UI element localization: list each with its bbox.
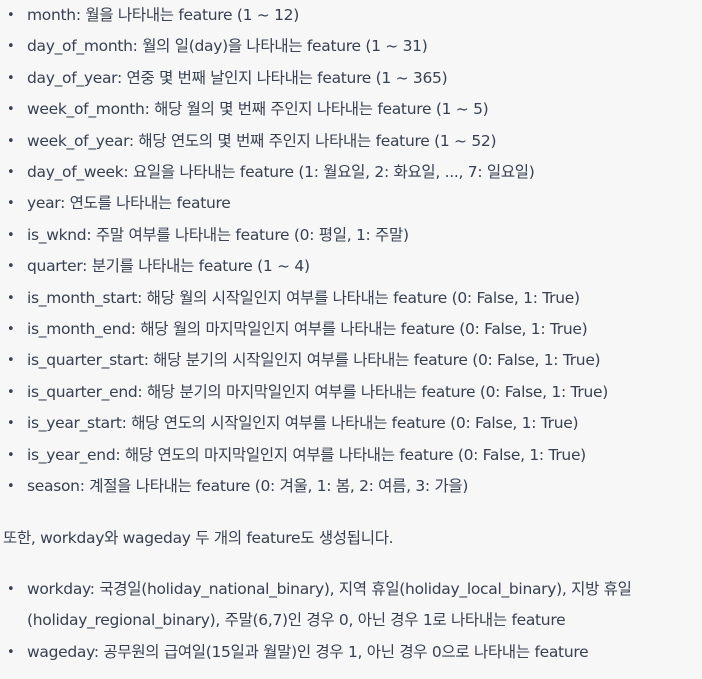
feature-term: is_quarter_start xyxy=(27,351,144,370)
feature-term: week_of_month xyxy=(27,100,145,119)
list-item: • month: 월을 나타내는 feature (1 ~ 12) xyxy=(0,0,702,31)
feature-term: day_of_month xyxy=(27,37,133,56)
feature-description: : 해당 분기의 마지막일인지 여부를 나타내는 feature (0: Fal… xyxy=(137,382,608,401)
bullet-icon: • xyxy=(7,384,15,400)
bullet-icon: • xyxy=(7,581,15,597)
feature-term: month xyxy=(27,6,76,24)
feature-description: : 국경일(holiday_national_binary), 지역 휴일(ho… xyxy=(27,579,632,630)
feature-term: day_of_year xyxy=(27,68,117,87)
feature-term: is_month_start xyxy=(27,288,138,307)
feature-term: is_wknd xyxy=(27,225,87,244)
feature-term: season xyxy=(27,477,80,496)
list-item: • is_wknd: 주말 여부를 나타내는 feature (0: 평일, 1:… xyxy=(0,220,702,251)
bullet-icon: • xyxy=(7,259,15,275)
list-item: • is_quarter_end: 해당 분기의 마지막일인지 여부를 나타내는 … xyxy=(0,377,702,408)
bullet-icon: • xyxy=(7,227,15,243)
feature-list: • month: 월을 나타내는 feature (1 ~ 12) • day_of… xyxy=(0,0,702,502)
list-item: • is_year_start: 해당 연도의 시작일인지 여부를 나타내는 fe… xyxy=(0,408,702,439)
list-item: • is_year_end: 해당 연도의 마지막일인지 여부를 나타내는 fea… xyxy=(0,440,702,471)
feature-description: : 해당 연도의 시작일인지 여부를 나타내는 feature (0: Fals… xyxy=(121,414,579,433)
feature-term: quarter xyxy=(27,257,83,276)
feature-term: is_month_end xyxy=(27,320,131,339)
feature-description: : 해당 연도의 마지막일인지 여부를 나타내는 feature (0: Fal… xyxy=(115,445,586,464)
feature-description: : 공무원의 급여일(15일과 월말)인 경우 1, 아닌 경우 0으로 나타내… xyxy=(93,642,589,661)
feature-description: : 월의 일(day)을 나타내는 feature (1 ~ 31) xyxy=(132,37,428,56)
bullet-icon: • xyxy=(7,70,15,86)
feature-description: : 계절을 나타내는 feature (0: 겨울, 1: 봄, 2: 여름, … xyxy=(79,477,469,496)
feature-description: : 요일을 나타내는 feature (1: 월요일, 2: 화요일, ...,… xyxy=(123,163,535,182)
bullet-icon: • xyxy=(7,133,15,149)
bullet-icon: • xyxy=(7,644,15,660)
feature-description: : 해당 분기의 시작일인지 여부를 나타내는 feature (0: Fals… xyxy=(143,351,601,370)
bullet-icon: • xyxy=(7,8,15,23)
feature-description: : 월을 나타내는 feature (1 ~ 12) xyxy=(75,6,299,24)
feature-description: : 주말 여부를 나타내는 feature (0: 평일, 1: 주말) xyxy=(86,225,409,244)
feature-term: is_quarter_end xyxy=(27,382,138,401)
bullet-icon: • xyxy=(7,322,15,338)
feature-description: : 해당 월의 몇 번째 주인지 나타내는 feature (1 ~ 5) xyxy=(144,100,489,119)
list-item: • season: 계절을 나타내는 feature (0: 겨울, 1: 봄, … xyxy=(0,471,702,502)
bullet-icon: • xyxy=(7,479,15,495)
list-item: • day_of_year: 연중 몇 번째 날인지 나타내는 feature (… xyxy=(0,63,702,94)
feature-description: : 해당 연도의 몇 번째 주인지 나타내는 feature (1 ~ 52) xyxy=(128,131,497,150)
list-item: • year: 연도를 나타내는 feature xyxy=(0,188,702,219)
list-item: • day_of_month: 월의 일(day)을 나타내는 feature (… xyxy=(0,31,702,62)
feature-description: : 연도를 나타내는 feature xyxy=(60,194,231,213)
list-item: • day_of_week: 요일을 나타내는 feature (1: 월요일, … xyxy=(0,157,702,188)
feature-term: week_of_year xyxy=(27,131,129,150)
feature-description: : 해당 월의 마지막일인지 여부를 나타내는 feature (0: Fals… xyxy=(130,320,588,339)
summary-paragraph: 또한, workday와 wageday 두 개의 feature도 생성됩니다… xyxy=(3,528,394,547)
bullet-icon: • xyxy=(7,290,15,306)
bullet-icon: • xyxy=(7,416,15,432)
bullet-icon: • xyxy=(7,196,15,212)
feature-term: is_year_start xyxy=(27,414,122,433)
feature-term: is_year_end xyxy=(27,445,116,464)
feature-term: year xyxy=(27,194,61,213)
feature-term: workday xyxy=(27,579,90,598)
list-item: • week_of_year: 해당 연도의 몇 번째 주인지 나타내는 feat… xyxy=(0,126,702,157)
list-item: • is_month_end: 해당 월의 마지막일인지 여부를 나타내는 fea… xyxy=(0,314,702,345)
list-item: • quarter: 분기를 나타내는 feature (1 ~ 4) xyxy=(0,251,702,282)
feature-description: : 분기를 나타내는 feature (1 ~ 4) xyxy=(82,257,310,276)
bullet-icon: • xyxy=(7,447,15,463)
feature-term: day_of_week xyxy=(27,163,124,182)
list-item: • workday: 국경일(holiday_national_binary), … xyxy=(0,574,702,637)
extra-feature-list: • workday: 국경일(holiday_national_binary), … xyxy=(0,574,702,668)
feature-term: wageday xyxy=(27,642,94,661)
feature-description: : 해당 월의 시작일인지 여부를 나타내는 feature (0: False… xyxy=(137,288,580,307)
bullet-icon: • xyxy=(7,353,15,369)
feature-description: : 연중 몇 번째 날인지 나타내는 feature (1 ~ 365) xyxy=(116,68,448,87)
bullet-icon: • xyxy=(7,39,15,55)
bullet-icon: • xyxy=(7,165,15,181)
list-item: • week_of_month: 해당 월의 몇 번째 주인지 나타내는 feat… xyxy=(0,94,702,125)
list-item: • is_month_start: 해당 월의 시작일인지 여부를 나타내는 fe… xyxy=(0,283,702,314)
list-item: • wageday: 공무원의 급여일(15일과 월말)인 경우 1, 아닌 경우… xyxy=(0,637,702,668)
list-item: • is_quarter_start: 해당 분기의 시작일인지 여부를 나타내는… xyxy=(0,345,702,376)
bullet-icon: • xyxy=(7,102,15,118)
